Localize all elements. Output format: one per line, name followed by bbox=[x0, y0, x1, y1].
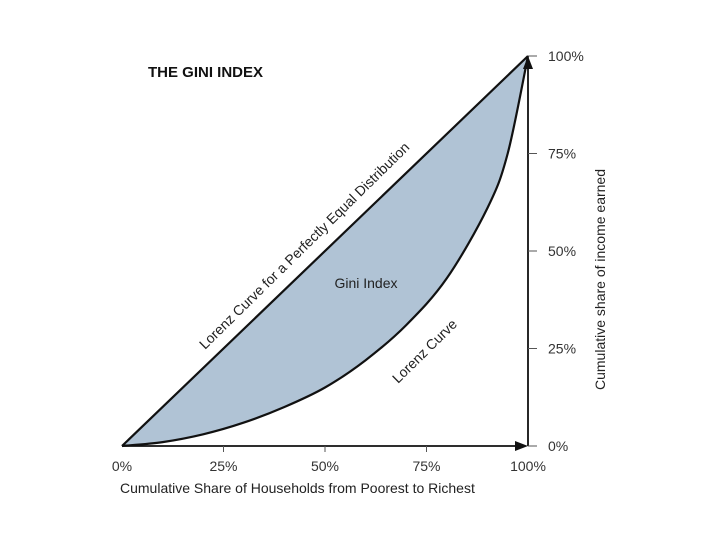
equality-line bbox=[121, 55, 529, 447]
y-tick-label: 100% bbox=[548, 48, 584, 64]
x-tick-label: 25% bbox=[209, 458, 237, 474]
y-axis-title: Cumulative share of income earned bbox=[592, 169, 608, 390]
lorenz-curve-line bbox=[121, 55, 530, 448]
y-axis-arrow bbox=[523, 56, 533, 69]
x-tick-label: 100% bbox=[510, 458, 546, 474]
y-tick-label: 0% bbox=[548, 438, 568, 454]
x-axis-title: Cumulative Share of Households from Poor… bbox=[120, 480, 475, 496]
x-axis-arrow bbox=[515, 441, 528, 451]
y-tick-label: 25% bbox=[548, 341, 576, 357]
x-tick-label: 50% bbox=[311, 458, 339, 474]
y-tick-label: 75% bbox=[548, 146, 576, 162]
gini-index-label: Gini Index bbox=[334, 275, 397, 291]
axes-layer bbox=[122, 56, 533, 451]
chart-title: THE GINI INDEX bbox=[148, 64, 263, 81]
y-tick-label: 50% bbox=[548, 243, 576, 259]
x-tick-label: 0% bbox=[112, 458, 132, 474]
tick-labels-layer: 0% 25% 50% 75% 100%0%25%50%75%100% bbox=[112, 48, 584, 474]
x-tick-label: 75% bbox=[412, 458, 440, 474]
lines-layer bbox=[121, 55, 530, 448]
